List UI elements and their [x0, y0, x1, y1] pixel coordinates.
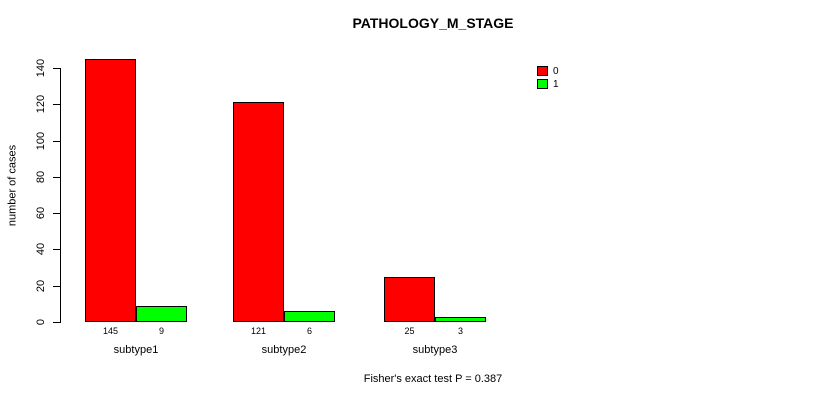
- y-tick-label: 0: [35, 318, 47, 326]
- y-tick: [53, 322, 60, 323]
- bar-1-subtype3: [435, 317, 486, 322]
- bar-0-subtype3: [384, 277, 435, 322]
- y-axis-label: number of cases: [6, 144, 19, 227]
- y-tick-label: 140: [35, 58, 47, 78]
- y-tick: [53, 104, 60, 105]
- bar-value-label: 3: [457, 326, 464, 336]
- y-tick-label: 80: [35, 170, 47, 184]
- bar-value-label: 9: [158, 326, 165, 336]
- bar-1-subtype2: [284, 311, 335, 322]
- y-tick-label: 20: [35, 279, 47, 293]
- y-tick: [53, 249, 60, 250]
- legend-item-1: 1: [537, 78, 559, 90]
- bar-1-subtype1: [136, 306, 187, 322]
- y-tick-label: 120: [35, 94, 47, 114]
- bar-value-label: 145: [102, 326, 119, 336]
- fisher-test-annotation: Fisher's exact test P = 0.387: [363, 373, 503, 385]
- y-tick: [53, 213, 60, 214]
- bar-value-label: 6: [306, 326, 313, 336]
- legend-swatch-0: [537, 66, 548, 76]
- y-tick-label: 40: [35, 242, 47, 256]
- category-label-subtype3: subtype3: [412, 344, 458, 356]
- bar-0-subtype2: [233, 102, 284, 322]
- category-label-subtype2: subtype2: [261, 344, 307, 356]
- y-axis-line: [60, 68, 61, 323]
- bar-0-subtype1: [85, 59, 136, 322]
- y-tick-label: 100: [35, 131, 47, 151]
- y-tick-label: 60: [35, 206, 47, 220]
- y-tick: [53, 177, 60, 178]
- category-label-subtype1: subtype1: [113, 344, 159, 356]
- legend-label: 0: [553, 65, 559, 77]
- bar-value-label: 25: [404, 326, 415, 336]
- bar-value-label: 121: [250, 326, 267, 336]
- legend-swatch-1: [537, 79, 548, 89]
- y-tick: [53, 68, 60, 69]
- y-tick: [53, 286, 60, 287]
- y-tick: [53, 141, 60, 142]
- legend-item-0: 0: [537, 65, 559, 77]
- legend-label: 1: [553, 78, 559, 90]
- chart-title: PATHOLOGY_M_STAGE: [352, 15, 514, 31]
